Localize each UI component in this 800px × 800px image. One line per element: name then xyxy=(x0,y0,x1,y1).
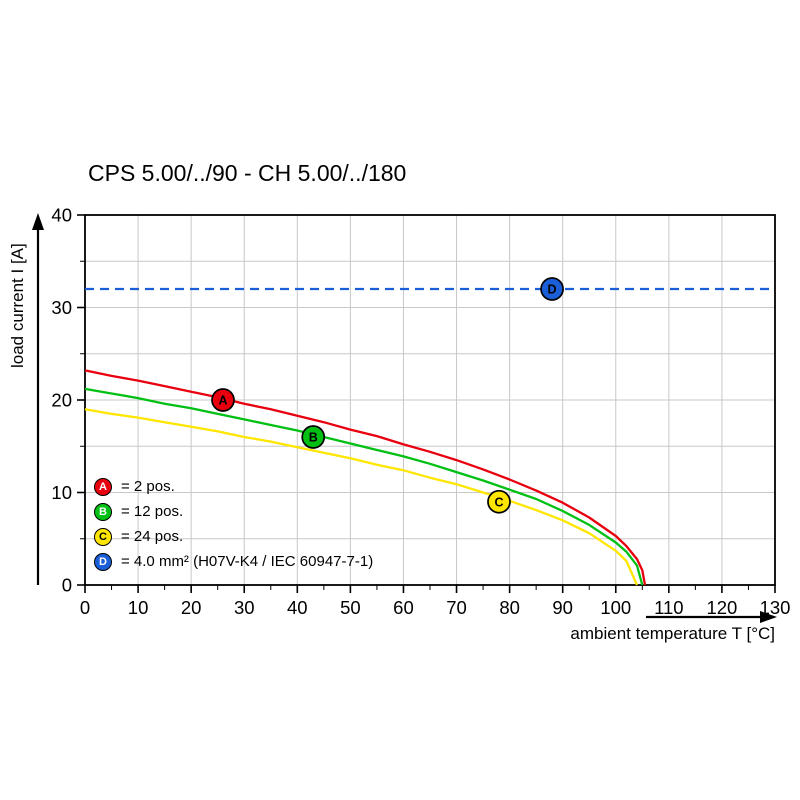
x-tick-label: 120 xyxy=(706,597,737,618)
legend-badge-A: A xyxy=(94,477,112,496)
legend-row: D = 4.0 mm² (H07V-K4 / IEC 60947-7-1) xyxy=(94,552,373,571)
x-tick-label: 130 xyxy=(760,597,791,618)
x-axis-label: ambient temperature T [°C] xyxy=(570,624,775,643)
x-tick-label: 60 xyxy=(393,597,414,618)
legend-label-A: = 2 pos. xyxy=(121,478,175,495)
y-tick-label: 0 xyxy=(62,575,72,596)
x-tick-label: 20 xyxy=(181,597,202,618)
x-axis-arrow-head xyxy=(760,611,777,623)
x-tick-label: 0 xyxy=(80,597,90,618)
legend-label-B: = 12 pos. xyxy=(121,503,184,520)
curve-marker-letter: D xyxy=(548,283,557,297)
y-tick-label: 30 xyxy=(51,297,72,318)
legend-badge-D: D xyxy=(94,552,112,571)
x-tick-label: 50 xyxy=(340,597,361,618)
legend-label-D: = 4.0 mm² (H07V-K4 / IEC 60947-7-1) xyxy=(121,553,374,570)
x-tick-label: 30 xyxy=(234,597,255,618)
legend-badge-C: C xyxy=(94,527,112,546)
x-tick-label: 110 xyxy=(654,597,684,618)
curve-marker-A xyxy=(211,388,235,412)
legend-label-C: = 24 pos. xyxy=(121,528,184,545)
legend-row: B = 12 pos. xyxy=(94,502,373,521)
page-title: CPS 5.00/../90 - CH 5.00/../180 xyxy=(88,160,407,186)
curve-B xyxy=(84,387,644,586)
legend-row: C = 24 pos. xyxy=(94,527,373,546)
y-tick-label: 40 xyxy=(51,205,72,226)
curve-marker-D xyxy=(540,277,564,301)
legend: A = 2 pos. B = 12 pos. C = 24 pos. D = 4… xyxy=(94,477,373,577)
curve-marker-C xyxy=(487,489,511,514)
curve-marker-letter: B xyxy=(309,431,318,445)
x-tick-label: 70 xyxy=(446,597,467,618)
curve-marker-B xyxy=(301,425,326,449)
x-tick-label: 80 xyxy=(499,597,520,618)
y-tick-label: 10 xyxy=(51,482,72,503)
y-tick-label: 20 xyxy=(51,390,72,411)
curve-marker-letter: A xyxy=(218,394,227,408)
y-axis-arrow-head xyxy=(32,213,44,230)
legend-badge-B: B xyxy=(94,502,112,521)
curve-C xyxy=(84,408,639,586)
x-tick-label: 10 xyxy=(128,597,149,618)
x-tick-label: 40 xyxy=(287,597,308,618)
x-tick-label: 90 xyxy=(552,597,573,618)
y-axis-label: load current I [A] xyxy=(8,243,27,368)
x-tick-label: 100 xyxy=(600,597,631,618)
curve-marker-letter: C xyxy=(494,495,503,509)
curve-A xyxy=(84,369,647,586)
legend-row: A = 2 pos. xyxy=(94,477,373,496)
